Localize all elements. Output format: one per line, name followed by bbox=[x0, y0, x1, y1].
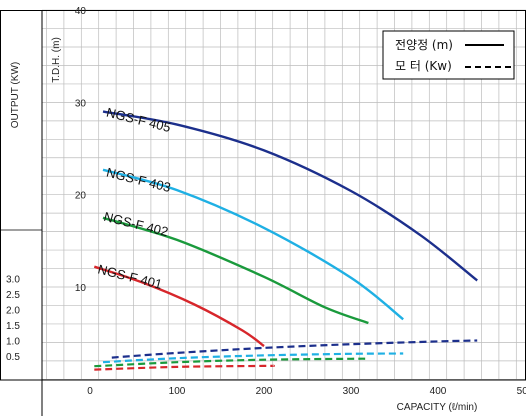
legend-box bbox=[382, 30, 515, 80]
head-curve bbox=[102, 168, 404, 321]
x-tick-label: 0 bbox=[87, 386, 93, 397]
motor-output-curve bbox=[94, 364, 275, 371]
motor-output-curve bbox=[94, 357, 369, 368]
x-tick-label: 400 bbox=[430, 386, 447, 397]
x-axis-band bbox=[0, 380, 526, 416]
x-axis-title: CAPACITY (ℓ/min) bbox=[397, 402, 478, 413]
motor-output-curve bbox=[102, 352, 404, 364]
curve-label: NGS-F 403 bbox=[105, 165, 172, 195]
y2-tick-label: 1.5 bbox=[6, 321, 20, 332]
head-curve bbox=[102, 216, 369, 325]
curve-label: NGS-F 401 bbox=[96, 262, 163, 292]
legend: 전양정 (m) 모 터 (Kw) bbox=[382, 30, 515, 80]
y2-tick-label: 3.0 bbox=[6, 275, 20, 286]
motor-output-curve bbox=[111, 339, 478, 359]
legend-label-head: 전양정 (m) bbox=[395, 38, 453, 52]
y-tick-label: 10 bbox=[75, 283, 87, 294]
y-tick-label: 40 bbox=[75, 6, 87, 17]
y-axis-title: T.D.H. (m) bbox=[51, 37, 62, 83]
y2-tick-label: 0.5 bbox=[6, 352, 20, 363]
x-tick-label: 300 bbox=[343, 386, 360, 397]
x-tick-label: 500 bbox=[517, 386, 526, 397]
x-tick-label: 100 bbox=[169, 386, 186, 397]
head-curve bbox=[93, 265, 265, 348]
x-tick-label: 200 bbox=[256, 386, 273, 397]
y2-axis-title: OUTPUT (KW) bbox=[10, 62, 21, 128]
curve-label: NGS-F 405 bbox=[105, 105, 172, 135]
y2-tick-label: 2.5 bbox=[6, 290, 20, 301]
y-tick-label: 30 bbox=[75, 98, 87, 109]
legend-label-motor: 모 터 (Kw) bbox=[395, 59, 452, 73]
head-curve bbox=[102, 110, 478, 282]
y2-tick-label: 1.0 bbox=[6, 337, 20, 348]
y2-tick-label: 2.0 bbox=[6, 306, 20, 317]
tick-labels: 0 100 200 300 400 500 10 20 30 40 0.5 1.0 1.5 2.0 2.5 3… bbox=[6, 6, 526, 397]
y-tick-label: 20 bbox=[75, 191, 87, 202]
